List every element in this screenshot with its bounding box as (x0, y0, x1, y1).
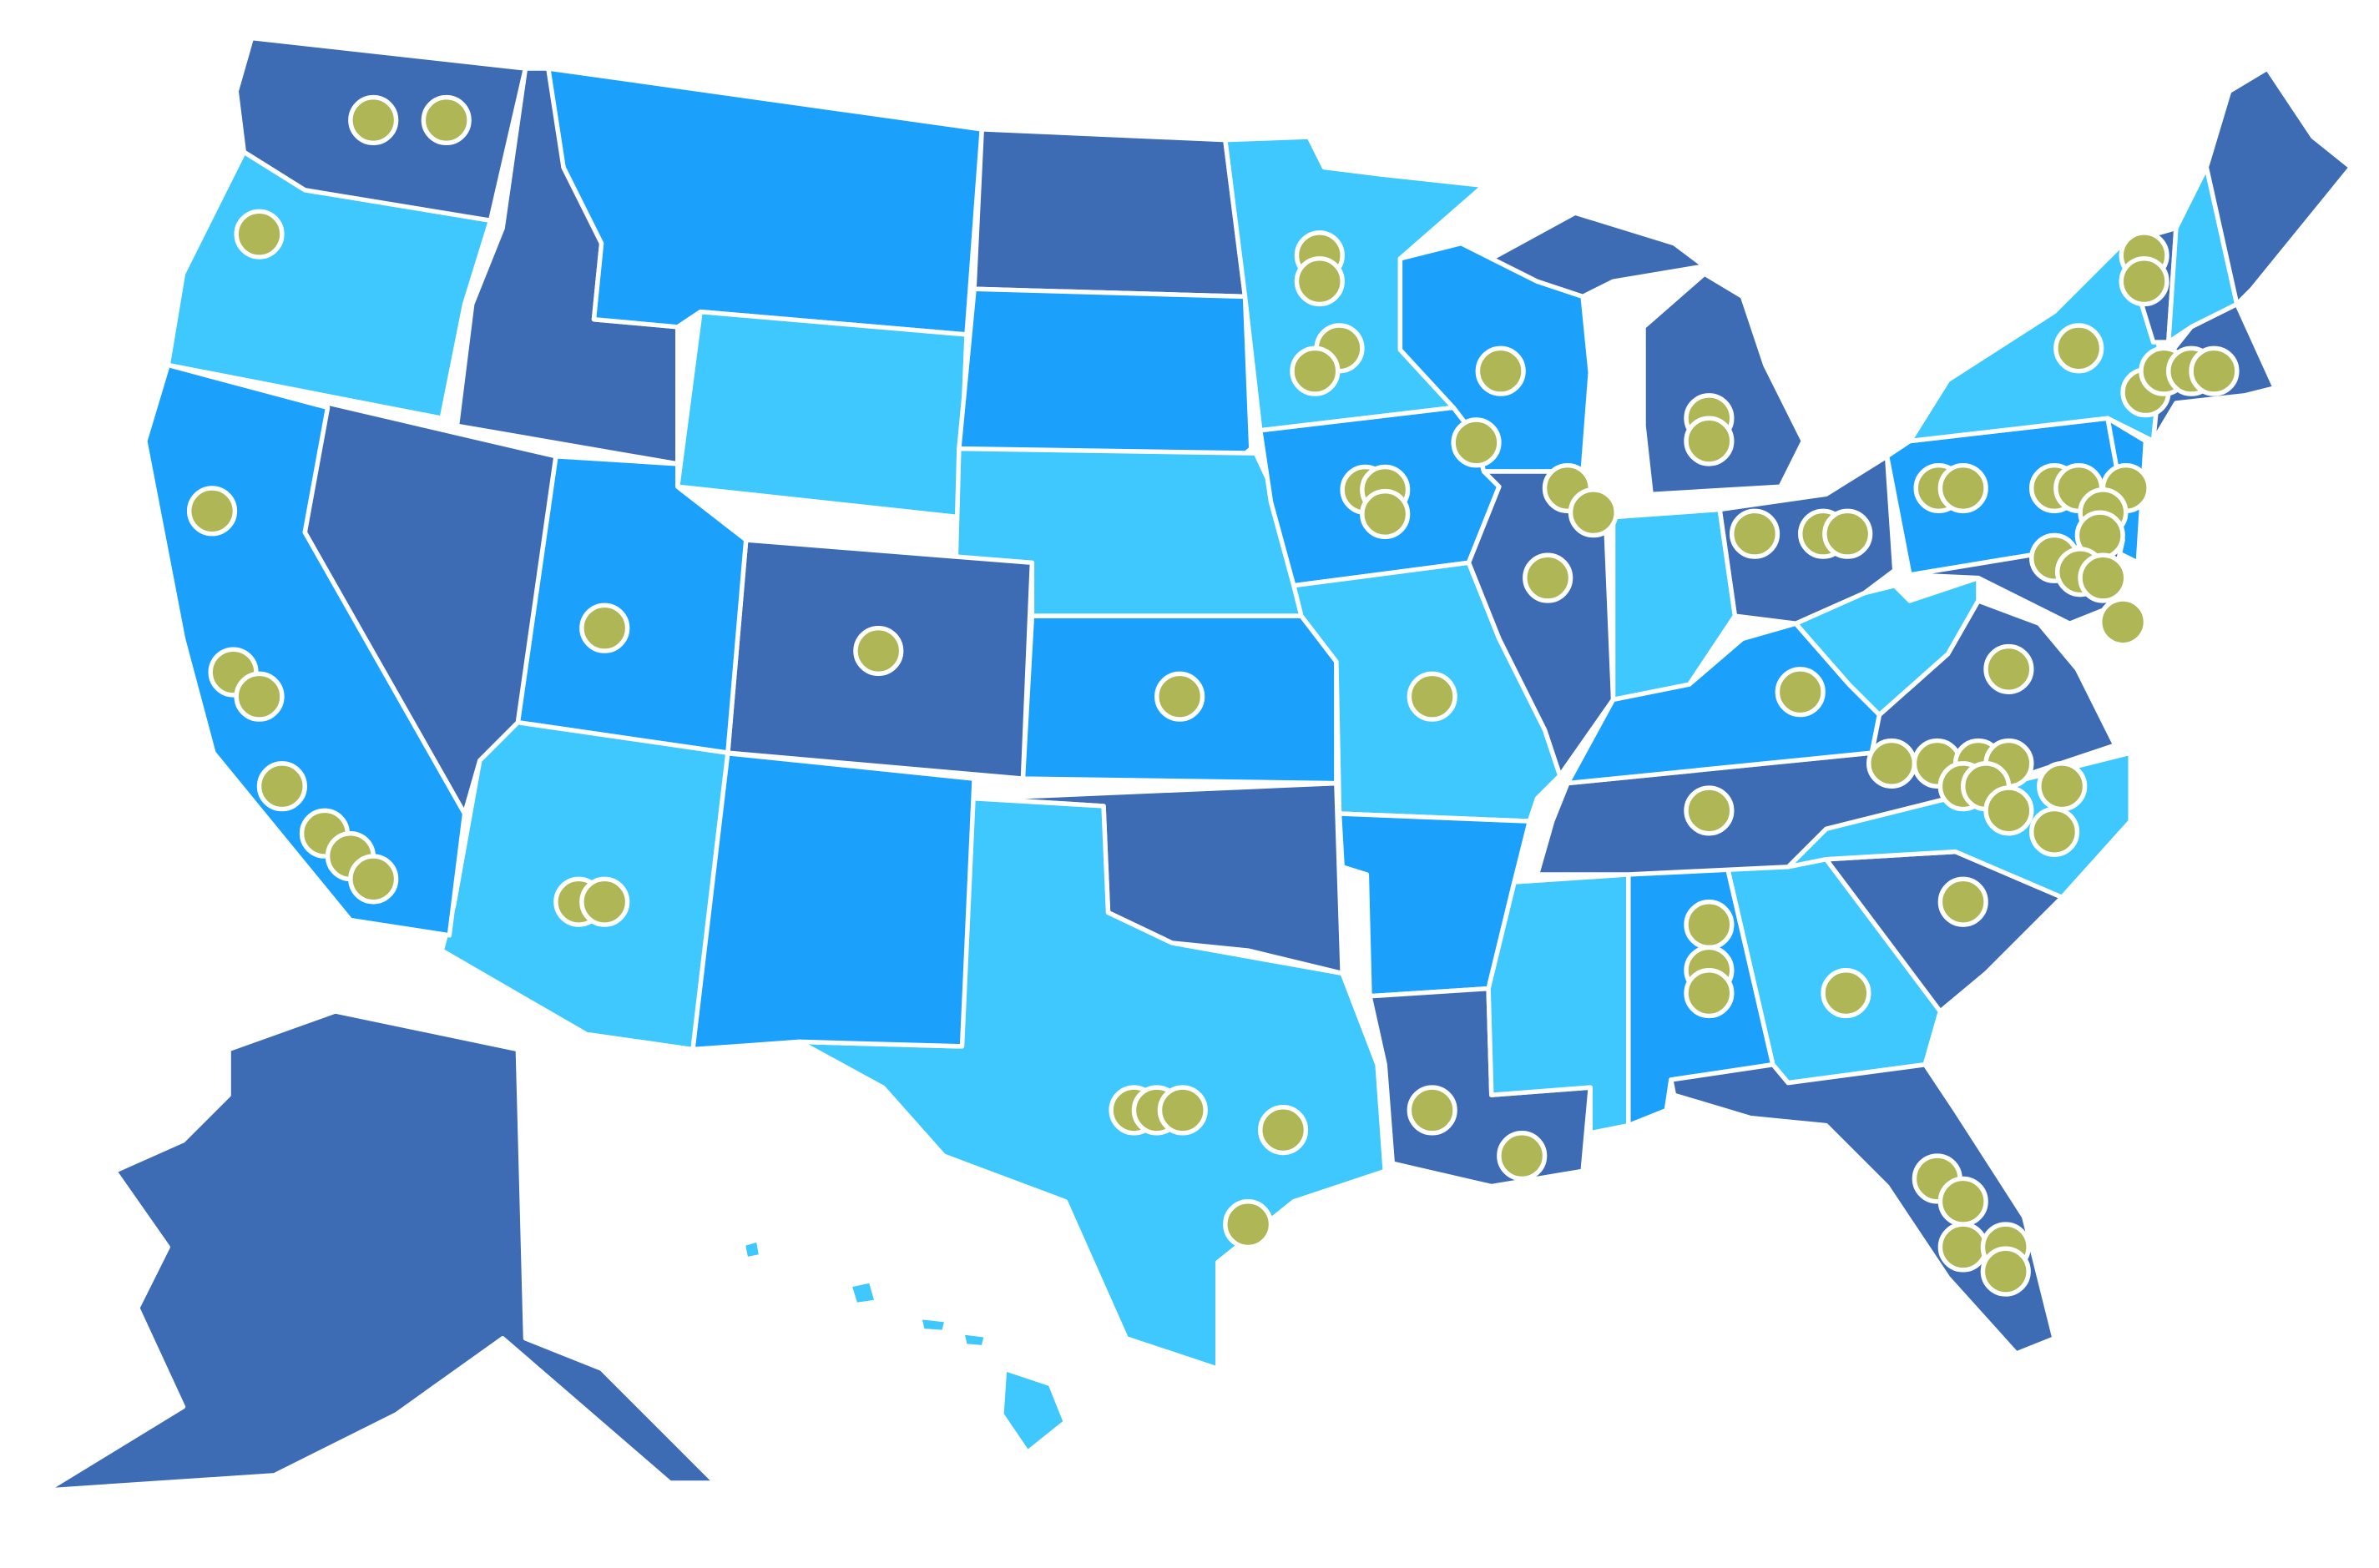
state-maine (2204, 66, 2354, 307)
location-dot (1983, 643, 2034, 694)
location-dot (1684, 416, 1735, 466)
location-dot (348, 854, 399, 905)
location-dot (1983, 785, 2034, 836)
location-dot (1866, 738, 1917, 789)
state-montana (546, 66, 984, 337)
state-hawaii (740, 1237, 764, 1262)
location-dot (1223, 1199, 1274, 1250)
state-wyoming (674, 309, 969, 520)
location-dot (1497, 1131, 1548, 1182)
location-dot (2053, 323, 2104, 374)
location-dot (1360, 488, 1411, 540)
location-dot (1980, 1246, 2031, 1297)
location-dot (1568, 487, 1619, 538)
location-dot (1475, 345, 1526, 396)
state-indiana (1610, 507, 1738, 703)
location-dot (2037, 761, 2088, 812)
location-dot (1294, 256, 1345, 307)
location-dot (1157, 1085, 1208, 1136)
location-dot (1821, 968, 1871, 1019)
location-dots (186, 94, 2240, 1297)
location-dot (256, 761, 307, 812)
state-utah (515, 454, 749, 755)
location-dot (2078, 552, 2129, 603)
state-south-dakota (957, 286, 1254, 466)
state-new-mexico (690, 750, 977, 1052)
location-dot (579, 876, 630, 927)
state-hawaii (959, 1329, 989, 1350)
location-dot (1729, 508, 1780, 559)
location-dot (853, 625, 904, 677)
location-dot (1451, 417, 1502, 468)
state-hawaii (917, 1314, 950, 1335)
state-michigan-upper (1489, 210, 1707, 300)
state-north-dakota (972, 127, 1248, 300)
location-dot (1775, 667, 1826, 718)
location-dot (2029, 806, 2080, 857)
location-dot (2119, 256, 2169, 307)
state-alaska (43, 1009, 719, 1493)
location-dot (1937, 462, 1988, 514)
location-dot (1937, 1222, 1988, 1273)
location-dot (1937, 1176, 1988, 1227)
location-dot (579, 602, 630, 653)
state-michigan (1641, 271, 1806, 497)
state-west-virginia (1793, 575, 1981, 718)
state-hawaii (846, 1278, 880, 1308)
state-florida (1669, 1062, 2057, 1356)
location-dot (234, 671, 285, 722)
location-dot (1937, 876, 1988, 927)
location-dot (1154, 671, 1205, 722)
location-dot (186, 486, 238, 537)
state-hawaii (999, 1366, 1068, 1455)
location-dot (1523, 552, 1573, 603)
location-dot (1407, 671, 1457, 722)
location-dot (2189, 345, 2240, 396)
location-dot (348, 94, 399, 146)
location-dot (1684, 785, 1735, 836)
location-dot (2098, 597, 2149, 648)
location-dot (1684, 968, 1735, 1019)
location-dot (1822, 508, 1873, 559)
location-dot (1684, 900, 1735, 950)
location-dot (1407, 1085, 1457, 1136)
location-dot (1258, 1105, 1309, 1156)
location-dot (234, 209, 285, 260)
location-dot (1290, 345, 1341, 396)
location-dot (421, 94, 472, 146)
